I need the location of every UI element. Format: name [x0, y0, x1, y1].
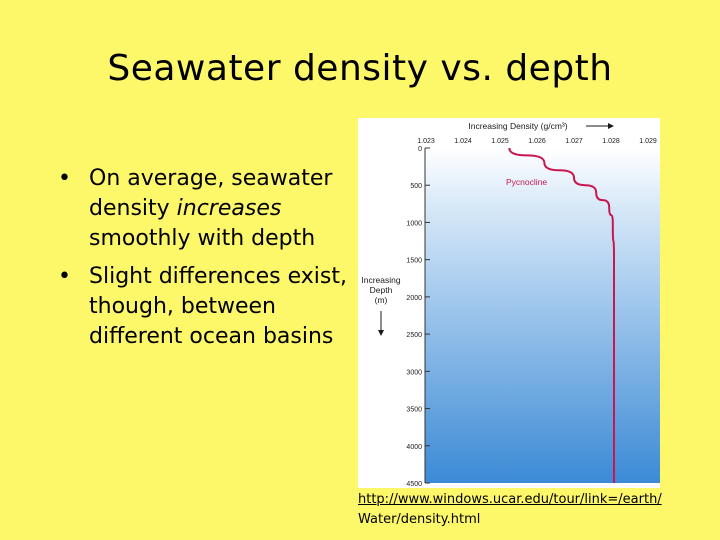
y-tick-label: 4000	[406, 444, 422, 451]
x-tick-label: 1.023	[417, 138, 435, 145]
x-tick-label: 1.028	[602, 138, 620, 145]
bullet-item: • On average, seawater density increases…	[58, 164, 358, 254]
y-tick-label: 2000	[406, 295, 422, 302]
source-citation: http://www.windows.ucar.edu/tour/link=/e…	[358, 490, 698, 530]
bullet-item: • Slight differences exist, though, betw…	[58, 262, 358, 352]
y-tick-label: 4500	[406, 481, 422, 488]
source-link-continued: Water/density.html	[358, 512, 481, 527]
bullet-list: • On average, seawater density increases…	[58, 164, 358, 360]
chart-plot-area	[425, 148, 660, 483]
x-tick-label: 1.025	[491, 138, 509, 145]
y-tick-label: 0	[418, 146, 422, 153]
y-tick-label: 1000	[406, 220, 422, 227]
y-axis-title-line2: Depth	[370, 285, 393, 295]
x-axis-title: Increasing Density (g/cm³)	[468, 121, 567, 131]
bullet-emphasis: increases	[176, 196, 282, 221]
x-tick-label: 1.026	[528, 138, 546, 145]
bullet-text-end: smoothly with depth	[89, 226, 316, 251]
density-curve	[508, 147, 615, 483]
pycnocline-label: Pycnocline	[506, 177, 547, 187]
y-axis-arrow	[378, 311, 384, 336]
bullet-text: Slight differences exist, though, betwee…	[89, 264, 347, 349]
bullet-glyph: •	[58, 166, 71, 191]
x-tick-label: 1.024	[454, 138, 472, 145]
x-tick-label: 1.027	[565, 138, 583, 145]
y-tick-label: 3500	[406, 407, 422, 414]
chart-svg: Increasing Density (g/cm³) Increasing De…	[361, 121, 660, 488]
bullet-glyph: •	[58, 264, 71, 289]
density-depth-chart: Increasing Density (g/cm³) Increasing De…	[358, 118, 660, 488]
x-tick-label: 1.029	[639, 138, 657, 145]
y-axis-title-line1: Increasing	[361, 275, 400, 285]
y-tick-label: 500	[410, 183, 422, 190]
slide-title: Seawater density vs. depth	[107, 48, 613, 89]
y-tick-label: 2500	[406, 332, 422, 339]
bullet-text: On average, seawater density	[89, 166, 333, 221]
y-tick-label: 3000	[406, 369, 422, 376]
y-axis-title-line3: (m)	[375, 295, 388, 305]
source-link[interactable]: http://www.windows.ucar.edu/tour/link=/e…	[358, 492, 662, 507]
x-axis-arrow	[586, 123, 614, 129]
y-tick-label: 1500	[406, 258, 422, 265]
